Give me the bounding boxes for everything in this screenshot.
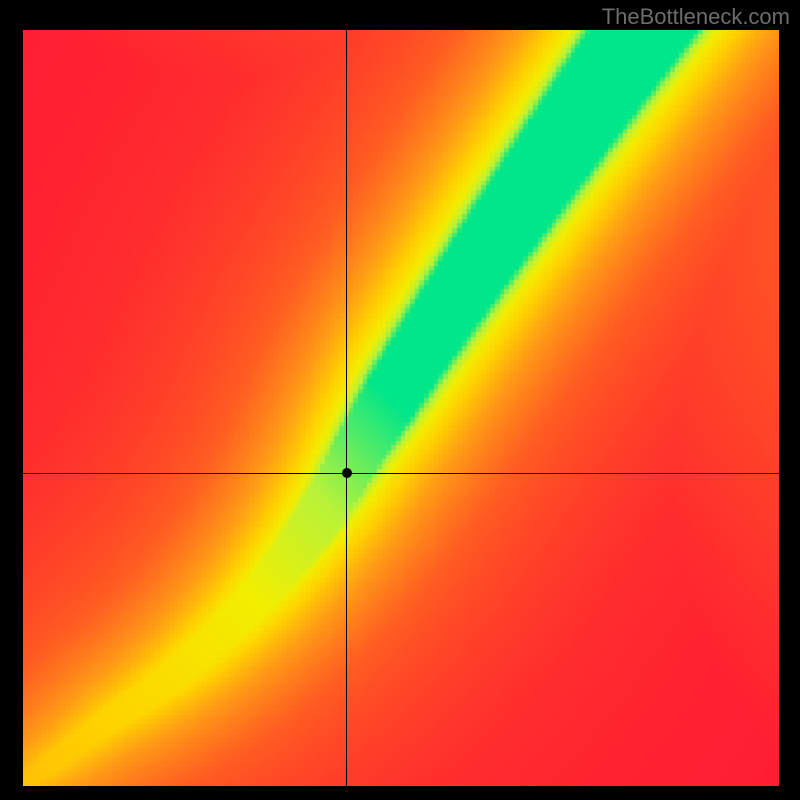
chart-container: TheBottleneck.com — [0, 0, 800, 800]
heatmap-canvas — [23, 30, 779, 786]
crosshair-marker — [342, 468, 352, 478]
watermark-text: TheBottleneck.com — [602, 4, 790, 30]
crosshair-vertical — [346, 30, 347, 786]
crosshair-horizontal — [23, 473, 779, 474]
